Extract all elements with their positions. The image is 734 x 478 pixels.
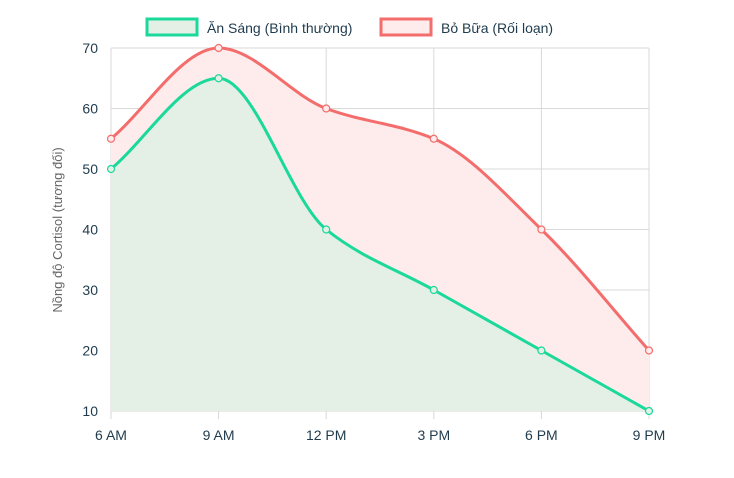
y-tick-label: 30 (82, 282, 98, 298)
data-point (644, 406, 654, 416)
axes: 10 20 30 40 50 60 70 6 AM 9 AM 12 PM 3 PM 6 PM 9 PM (82, 40, 665, 443)
data-point (322, 225, 331, 234)
y-tick-label: 40 (82, 222, 98, 238)
series-area-0 (111, 78, 649, 411)
series-line-0 (110, 76, 650, 413)
legend: Ăn Sáng (Bình thường) Bỏ Bữa (Rối loạn) (145, 17, 553, 37)
y-axis-title: Nồng độ Cortisol (tương đối) (50, 147, 65, 312)
x-tick-label: 9 AM (203, 427, 235, 443)
y-tick-label: 10 (82, 403, 98, 419)
legend-swatch (379, 17, 433, 37)
data-point (429, 285, 438, 295)
data-point (322, 104, 331, 113)
legend-item: Bỏ Bữa (Rối loạn) (379, 17, 553, 37)
data-point (106, 164, 116, 174)
y-tick-label: 60 (82, 101, 98, 117)
y-tick-label: 70 (82, 40, 98, 56)
lines (110, 46, 651, 413)
legend-item: Ăn Sáng (Bình thường) (145, 17, 352, 37)
legend-label: Ăn Sáng (Bình thường) (207, 20, 352, 36)
series-line-1 (110, 46, 651, 352)
data-point (214, 43, 223, 53)
points (106, 43, 654, 416)
data-point (537, 225, 546, 234)
areas (111, 48, 649, 411)
y-tick-label: 20 (82, 343, 98, 359)
y-tick-label: 50 (82, 161, 98, 177)
data-point (214, 74, 223, 83)
x-tick-label: 9 PM (633, 427, 666, 443)
legend-label: Bỏ Bữa (Rối loạn) (441, 20, 553, 36)
data-point (106, 134, 116, 143)
x-tick-label: 12 PM (306, 427, 346, 443)
data-point (429, 134, 438, 143)
x-tick-label: 6 PM (525, 427, 558, 443)
x-tick-label: 3 PM (417, 427, 450, 443)
data-point (537, 346, 546, 355)
data-point (644, 346, 654, 355)
x-tick-label: 6 AM (95, 427, 127, 443)
legend-swatch (145, 17, 199, 37)
